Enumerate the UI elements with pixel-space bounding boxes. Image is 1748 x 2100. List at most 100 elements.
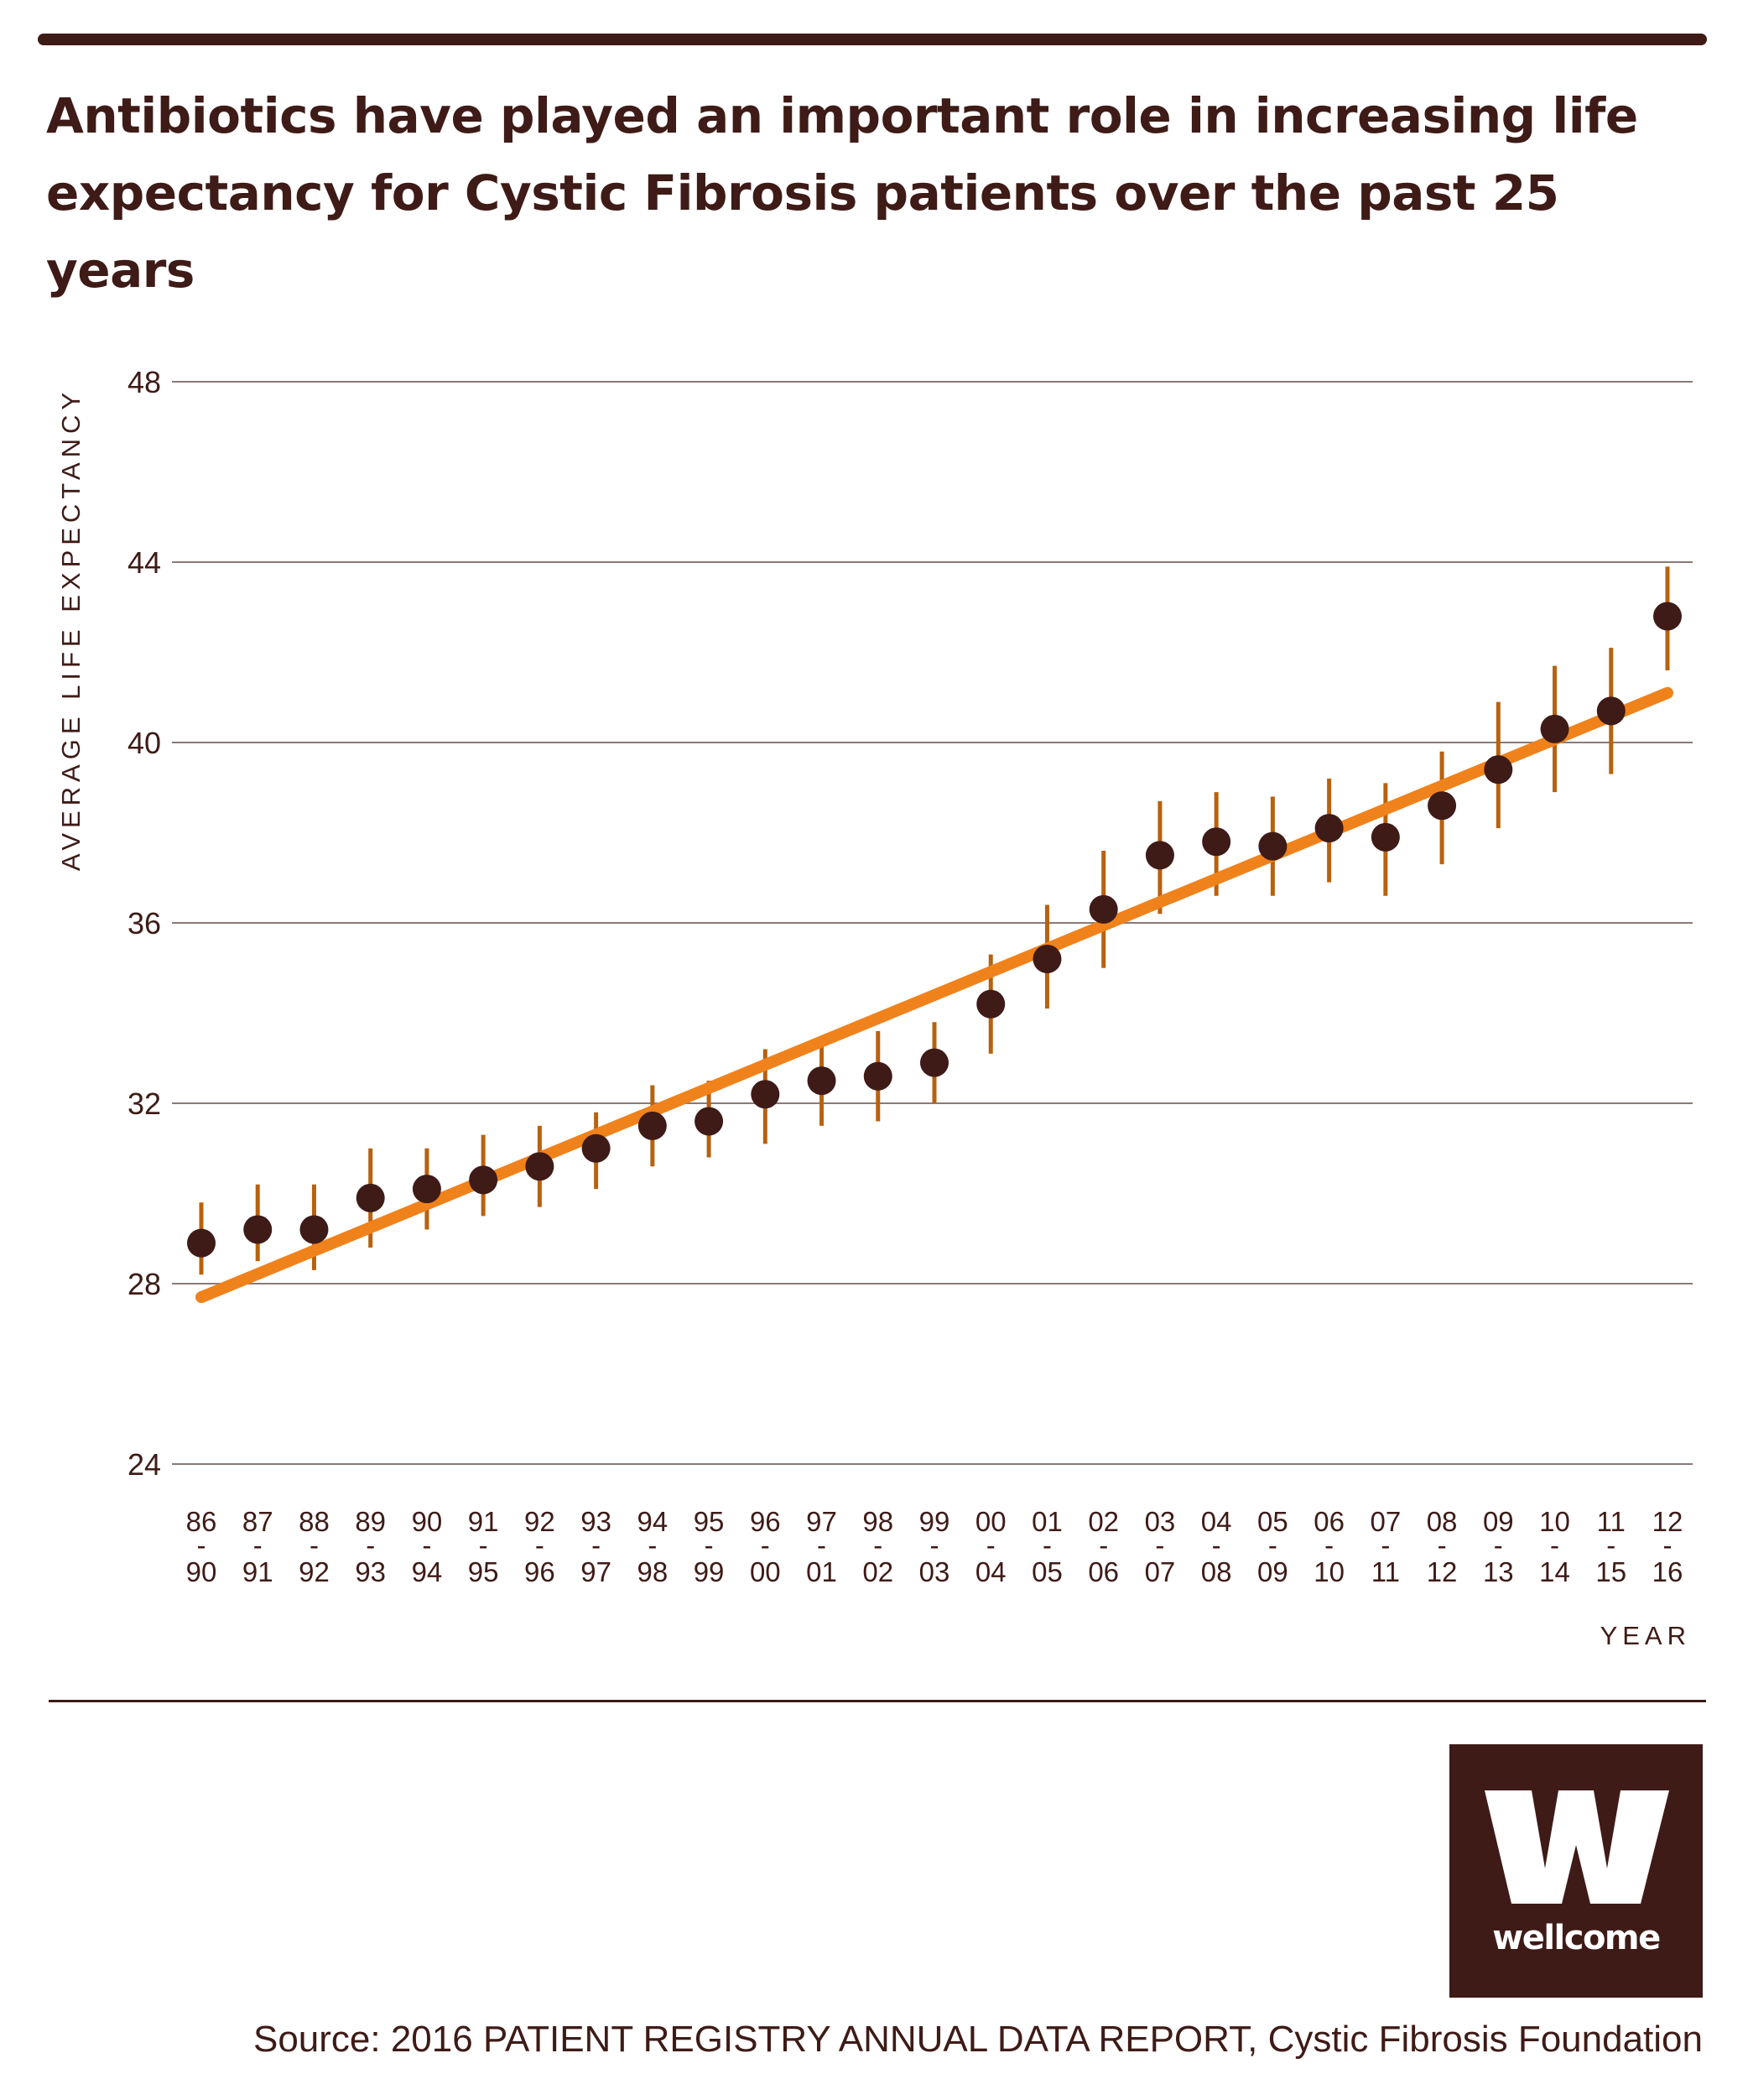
x-tick-label-end: 92 [299, 1556, 330, 1587]
x-tick-label-end: 91 [242, 1556, 273, 1587]
x-tick-label-separator: - [1324, 1529, 1334, 1561]
x-tick-label-end: 01 [806, 1556, 837, 1587]
x-tick-label-separator: - [986, 1529, 996, 1561]
x-tick-label-end: 93 [355, 1556, 386, 1587]
x-tick-label-end: 98 [637, 1556, 668, 1587]
y-tick-label: 24 [127, 1447, 161, 1482]
x-tick-label-separator: - [1043, 1529, 1052, 1561]
x-tick-label-separator: - [930, 1529, 939, 1561]
x-tick-label-separator: - [817, 1529, 826, 1561]
x-tick-label-start: 97 [806, 1506, 837, 1537]
x-tick-label-separator: - [310, 1529, 319, 1561]
x-tick-label-separator: - [535, 1529, 544, 1561]
y-axis-label: AVERAGE LIFE EXPECTANCY [56, 388, 86, 871]
data-point [751, 1080, 780, 1109]
x-tick-label-separator: - [366, 1529, 375, 1561]
x-tick-label-separator: - [1606, 1529, 1615, 1561]
data-point [469, 1165, 498, 1195]
x-tick-label-start: 96 [750, 1506, 781, 1537]
x-axis-label: YEAR [1600, 1621, 1691, 1650]
x-tick-label-end: 09 [1257, 1556, 1288, 1587]
x-tick-label-separator: - [648, 1529, 657, 1561]
x-tick-label-start: 06 [1314, 1506, 1345, 1537]
x-tick-label-end: 00 [750, 1556, 781, 1587]
x-tick-label-separator: - [1268, 1529, 1277, 1561]
x-tick-label-separator: - [1212, 1529, 1221, 1561]
x-tick-label-end: 03 [919, 1556, 950, 1587]
x-tick-label-start: 12 [1652, 1506, 1683, 1537]
x-tick-label-separator: - [253, 1529, 263, 1561]
data-point [1484, 755, 1513, 784]
x-tick-label-separator: - [1494, 1529, 1503, 1561]
x-tick-label-end: 10 [1314, 1556, 1345, 1587]
x-tick-label-start: 00 [975, 1506, 1007, 1537]
data-point [920, 1048, 949, 1077]
data-point [695, 1107, 724, 1136]
y-tick-label: 40 [127, 726, 161, 760]
error-bars [199, 566, 1670, 1275]
x-tick-label-start: 86 [186, 1506, 217, 1537]
y-tick-label: 32 [127, 1086, 161, 1121]
x-tick-label-start: 93 [580, 1506, 611, 1537]
x-tick-label-start: 04 [1201, 1506, 1232, 1537]
data-point [525, 1152, 554, 1181]
x-tick-label-start: 90 [412, 1506, 443, 1537]
wellcome-logo: wellcome [1449, 1744, 1703, 1998]
trend-line [195, 686, 1673, 1304]
logo-wordmark: wellcome [1492, 1919, 1661, 1957]
x-tick-label-end: 04 [975, 1556, 1007, 1587]
x-tick-label-end: 02 [862, 1556, 893, 1587]
x-tick-label-separator: - [873, 1529, 882, 1561]
x-tick-label-end: 15 [1595, 1556, 1626, 1587]
x-tick-label-end: 16 [1652, 1556, 1683, 1587]
data-point [1258, 831, 1288, 861]
x-tick-label-start: 91 [468, 1506, 499, 1537]
x-tick-label-separator: - [1438, 1529, 1447, 1561]
data-point [1089, 894, 1118, 924]
x-tick-label-separator: - [761, 1529, 770, 1561]
x-tick-label-separator: - [422, 1529, 431, 1561]
x-tick-label-end: 97 [580, 1556, 611, 1587]
x-tick-label-start: 99 [919, 1506, 950, 1537]
x-tick-label-end: 95 [468, 1556, 499, 1587]
x-tick-label-separator: - [1155, 1529, 1164, 1561]
x-tick-label-start: 89 [355, 1506, 386, 1537]
x-tick-label-end: 05 [1032, 1556, 1063, 1587]
data-point [1371, 822, 1400, 852]
x-tick-label-end: 96 [524, 1556, 555, 1587]
data-point [637, 1111, 667, 1140]
wellcome-w-logo-icon [1485, 1790, 1669, 1904]
y-tick-label: 36 [127, 906, 161, 941]
x-tick-label-start: 11 [1597, 1506, 1626, 1537]
x-tick-label-end: 07 [1145, 1556, 1176, 1587]
x-tick-label-separator: - [479, 1529, 488, 1561]
x-tick-label-end: 12 [1427, 1556, 1458, 1587]
y-tick-label: 48 [127, 365, 161, 399]
data-point [1202, 827, 1231, 857]
x-tick-label-separator: - [197, 1529, 206, 1561]
data-point [299, 1215, 329, 1244]
x-tick-label-separator: - [591, 1529, 601, 1561]
x-tick-label-start: 01 [1032, 1506, 1063, 1537]
x-tick-label-start: 07 [1370, 1506, 1401, 1537]
data-point [581, 1133, 611, 1163]
top-rule [38, 34, 1707, 45]
data-point [1428, 791, 1457, 821]
x-tick-label-start: 03 [1145, 1506, 1176, 1537]
data-point [1540, 714, 1569, 743]
x-tick-label-end: 94 [412, 1556, 443, 1587]
y-tick-label: 28 [127, 1267, 161, 1301]
data-point [243, 1215, 273, 1244]
data-point [356, 1183, 385, 1212]
x-tick-label-start: 10 [1539, 1506, 1570, 1537]
x-tick-label-start: 94 [637, 1506, 668, 1537]
bottom-rule [49, 1700, 1706, 1702]
x-tick-labels: 86-9087-9188-9289-9390-9491-9592-9693-97… [186, 1506, 1683, 1587]
source-note: Source: 2016 PATIENT REGISTRY ANNUAL DAT… [252, 2019, 1703, 2060]
data-point [976, 989, 1006, 1019]
chart-title: Antibiotics have played an important rol… [46, 87, 1638, 299]
x-tick-label-end: 90 [186, 1556, 217, 1587]
data-points [187, 602, 1682, 1258]
x-tick-label-separator: - [1663, 1529, 1673, 1561]
